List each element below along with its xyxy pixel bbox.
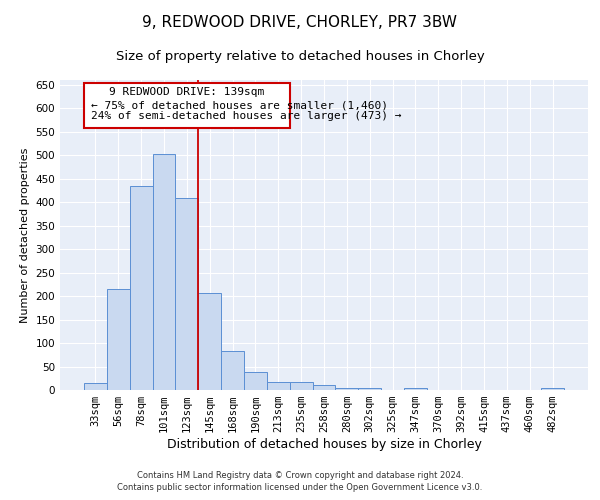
Bar	[290, 382, 313, 390]
Text: 24% of semi-detached houses are larger (473) →: 24% of semi-detached houses are larger (…	[91, 112, 401, 122]
Bar	[313, 386, 335, 390]
Text: 9, REDWOOD DRIVE, CHORLEY, PR7 3BW: 9, REDWOOD DRIVE, CHORLEY, PR7 3BW	[143, 15, 458, 30]
Text: Size of property relative to detached houses in Chorley: Size of property relative to detached ho…	[116, 50, 484, 63]
Bar	[358, 388, 381, 390]
Bar	[175, 198, 198, 390]
Bar	[198, 293, 221, 390]
Bar	[221, 350, 244, 390]
Bar	[152, 154, 175, 390]
Bar	[130, 186, 152, 390]
Bar	[335, 388, 358, 390]
FancyBboxPatch shape	[84, 84, 290, 128]
Y-axis label: Number of detached properties: Number of detached properties	[20, 148, 30, 322]
X-axis label: Distribution of detached houses by size in Chorley: Distribution of detached houses by size …	[167, 438, 481, 451]
Bar	[244, 372, 267, 390]
Text: 9 REDWOOD DRIVE: 139sqm: 9 REDWOOD DRIVE: 139sqm	[109, 87, 265, 97]
Text: ← 75% of detached houses are smaller (1,460): ← 75% of detached houses are smaller (1,…	[91, 100, 388, 110]
Bar	[84, 383, 107, 390]
Text: Contains HM Land Registry data © Crown copyright and database right 2024.
Contai: Contains HM Land Registry data © Crown c…	[118, 471, 482, 492]
Bar	[107, 289, 130, 390]
Bar	[404, 388, 427, 390]
Bar	[541, 388, 564, 390]
Bar	[267, 382, 290, 390]
